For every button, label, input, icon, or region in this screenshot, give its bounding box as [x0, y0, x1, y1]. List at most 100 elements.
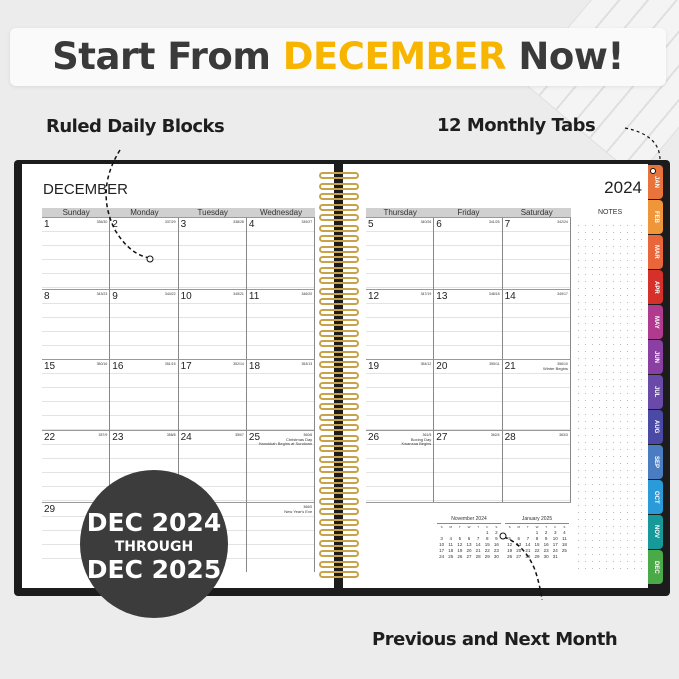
mini-day: 3	[440, 536, 443, 541]
mini-day: 20	[516, 548, 522, 553]
mini-weekday: S	[440, 524, 443, 529]
month-tab-feb[interactable]: FEB	[648, 200, 663, 234]
holiday-label: Winter Begins	[542, 365, 568, 371]
mini-weekday: S	[563, 524, 566, 529]
day-cell: 25 360/6 Christmas Day Hanukkah Begins at S…	[246, 430, 316, 502]
arrow-end-ruled	[146, 255, 154, 263]
callout-previous-next-month: Previous and Next Month	[372, 629, 618, 650]
spiral-ring	[319, 371, 359, 379]
day-number: 24	[180, 432, 192, 443]
day-number: 13	[436, 291, 448, 302]
mini-week: 24 25 26 27 28 29 30	[437, 554, 501, 560]
mini-day: 11	[562, 536, 567, 541]
month-tab-jul[interactable]: JUL	[648, 375, 663, 409]
mini-day: 29	[484, 554, 490, 559]
mini-day: 22	[534, 548, 540, 553]
mini-day: 11	[448, 542, 454, 547]
day-number: 1	[44, 219, 50, 230]
day-of-year: 357/9	[98, 433, 108, 437]
mini-calendar: November 2024 S M T W T F S 1 2 3 4 5 6 7 8 9 10 11 12 13 14 1…	[437, 516, 501, 560]
day-number: 18	[248, 361, 261, 372]
month-tab-sep[interactable]: SEP	[648, 445, 663, 479]
right-page: 2024 NOTES Thursday 5 340/26 12 347/19 19 354/…	[343, 164, 648, 588]
mini-day: 5	[458, 536, 462, 541]
day-cell: 4 339/27	[246, 217, 316, 289]
month-tab-may[interactable]: MAY	[648, 305, 663, 339]
day-of-year: 366/0 New Year's Eve	[284, 505, 313, 514]
spiral-ring	[319, 308, 359, 316]
day-of-year: 346/20	[301, 292, 313, 296]
month-tab-apr[interactable]: APR	[648, 270, 663, 304]
headline-suffix: Now!	[506, 35, 624, 78]
mini-day: 18	[448, 548, 454, 553]
spiral-ring	[319, 182, 359, 190]
holiday-label: Hanukkah Begins at Sundown	[258, 441, 313, 446]
mini-week: 17 18 19 20 21 22 23	[437, 548, 501, 554]
callout-monthly-tabs: 12 Monthly Tabs	[437, 115, 596, 136]
day-cell: 2 337/29	[110, 217, 179, 289]
arrow-prevnext	[503, 536, 543, 601]
spiral-ring	[319, 277, 359, 284]
spiral-ring	[319, 424, 359, 431]
mini-day: 15	[534, 542, 540, 547]
day-number: 14	[504, 291, 516, 302]
mini-weekday: M	[449, 524, 452, 529]
spiral-ring	[319, 350, 359, 358]
day-cell: 18 353/13	[246, 359, 316, 430]
day-number: 28	[504, 432, 516, 443]
day-number: 8	[44, 291, 50, 302]
day-number: 7	[504, 219, 511, 230]
day-of-year: 360/6 Christmas Day Hanukkah Begins at Sun…	[258, 433, 313, 446]
spiral-ring	[319, 455, 359, 463]
month-tab-mar[interactable]: MAR	[648, 235, 663, 269]
weekday-header: Monday	[110, 208, 179, 217]
headline-prefix: Start From	[52, 35, 283, 78]
notes-dot-grid	[575, 222, 643, 574]
day-number: 26	[368, 432, 380, 443]
mini-day: 30	[493, 554, 499, 559]
date-range-badge: DEC 2024 THROUGH DEC 2025	[80, 470, 228, 618]
month-tab-aug[interactable]: AUG	[648, 410, 663, 444]
mini-day: 13	[466, 542, 472, 547]
mini-day: 17	[439, 548, 445, 553]
day-cell: 7 342/24	[502, 217, 571, 289]
spiral-ring	[319, 539, 359, 547]
holiday-label: Boxing Day	[410, 436, 432, 442]
day-number: 9	[112, 291, 118, 302]
day-of-year: 355/11	[489, 362, 500, 366]
day-cell: 9 344/22	[110, 289, 179, 359]
day-of-year: 348/18	[488, 292, 500, 296]
spiral-ring	[319, 256, 359, 263]
day-cell	[502, 502, 571, 572]
mini-calendar-grid: S M T W T F S 1 2 3 4 5 6 7 8 9 10 11 12 13 14 15 16 17 18 19 20 21…	[437, 523, 501, 560]
day-of-year: 347/19	[420, 292, 432, 296]
badge-start: DEC 2024	[86, 508, 222, 537]
spiral-ring	[319, 235, 359, 242]
day-of-year: 337/29	[164, 220, 176, 224]
mini-day: 27	[466, 554, 472, 559]
spiral-ring	[319, 487, 359, 494]
mini-day: 10	[552, 536, 558, 541]
month-tab-dec[interactable]: DEC	[648, 550, 663, 584]
mini-day: 6	[517, 536, 520, 541]
weekday-header: Sunday	[42, 208, 111, 217]
mini-day: 12	[507, 542, 513, 547]
day-cell: 27 362/4	[434, 430, 503, 502]
spiral-ring	[319, 340, 359, 347]
month-tab-oct[interactable]: OCT	[648, 480, 663, 514]
day-of-year: 359/7	[235, 433, 244, 437]
mini-day: 4	[449, 536, 452, 541]
mini-day: 16	[543, 542, 549, 547]
day-cell	[434, 502, 503, 572]
callout-ruled-daily-blocks: Ruled Daily Blocks	[46, 116, 225, 137]
spiral-ring	[319, 466, 359, 473]
mini-day: 18	[561, 542, 567, 547]
mini-day: 16	[493, 542, 499, 547]
month-tab-nov[interactable]: NOV	[648, 515, 663, 549]
mini-weekday: M	[517, 524, 520, 529]
month-tab-jun[interactable]: JUN	[648, 340, 663, 374]
